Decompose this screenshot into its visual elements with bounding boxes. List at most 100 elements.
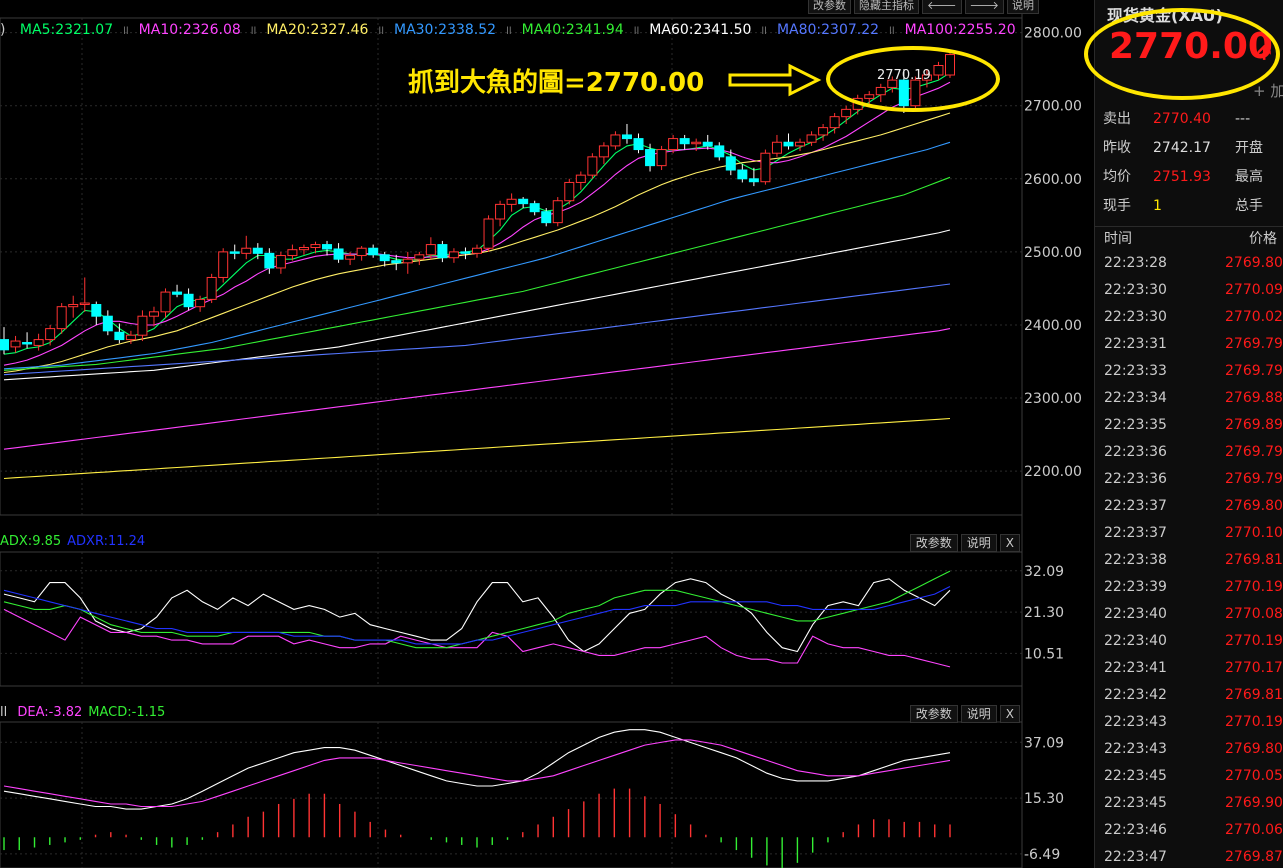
prev-button[interactable]: 🡐 <box>922 0 962 14</box>
candle-body <box>264 252 275 269</box>
tick-price: 2769.80 <box>1225 741 1283 757</box>
candle-body <box>298 246 309 251</box>
ma-legend-item: MA40:2341.94 <box>521 22 624 38</box>
tick-time: 22:23:37 <box>1104 498 1167 514</box>
add-watchlist-button[interactable]: + 加 <box>1253 82 1283 100</box>
tick-row: 22:23:40 2770.08 <box>1095 601 1283 628</box>
tick-time: 22:23:35 <box>1104 417 1167 433</box>
tick-price: 2769.87 <box>1225 849 1283 865</box>
candle-body <box>414 254 425 260</box>
ma-legend-item: MA30:2338.52 <box>393 22 497 38</box>
ticks-header: 时间 价格 <box>1095 226 1283 250</box>
candle-body <box>587 156 598 176</box>
macd-change-params-button[interactable]: 改参数 <box>909 705 958 723</box>
macd-close-button[interactable]: X <box>999 705 1020 723</box>
candle-body <box>275 255 286 269</box>
candle-body <box>552 200 563 224</box>
tick-row: 22:23:34 2769.88 <box>1095 385 1283 412</box>
quote-row: 均价 2751.93 最高 <box>1103 163 1283 191</box>
tick-price: 2769.90 <box>1225 795 1283 811</box>
ma-line-ma5 <box>3 72 951 355</box>
legend-marker: ll <box>250 26 257 37</box>
tick-time: 22:23:28 <box>1104 255 1167 271</box>
tick-price: 2769.79 <box>1225 336 1283 352</box>
next-button[interactable]: 🡒 <box>964 0 1004 14</box>
ma-legend-item: MA60:2341.50 <box>649 22 752 38</box>
tick-price: 2769.89 <box>1225 417 1283 433</box>
y-tick-label: 37.09 <box>1024 735 1064 751</box>
quote-label-2: 最高 <box>1235 169 1263 185</box>
main-toolbar: 改参数 隐藏主指标 🡐 🡒 说明 <box>808 0 1039 14</box>
candle-body <box>495 203 506 220</box>
tick-price: 2769.80 <box>1225 498 1283 514</box>
legend-marker: ll <box>633 26 640 37</box>
tick-time: 22:23:39 <box>1104 579 1167 595</box>
pointer-arrow-icon <box>728 63 822 97</box>
kline-chart-area[interactable]: 2800.00 2700.00 2600.00 2500.00 2400.00 2300.… <box>0 0 1094 868</box>
tick-time: 22:23:43 <box>1104 714 1167 730</box>
candle-body <box>45 328 56 341</box>
tick-time: 22:23:36 <box>1104 444 1167 460</box>
candle-body <box>679 138 690 145</box>
candle-body <box>402 258 413 264</box>
macd-help-button[interactable]: 说明 <box>960 705 997 723</box>
tick-row: 22:23:31 2769.79 <box>1095 331 1283 358</box>
adx-change-params-button[interactable]: 改参数 <box>909 534 958 552</box>
ticks-header-time: 时间 <box>1104 231 1132 247</box>
legend-bracket: ) <box>0 22 6 38</box>
quote-value: 1 <box>1153 198 1162 214</box>
tick-price: 2770.05 <box>1225 768 1283 784</box>
tick-row: 22:23:36 2769.79 <box>1095 466 1283 493</box>
quote-value: 2770.40 <box>1153 111 1211 127</box>
tick-row: 22:23:39 2770.19 <box>1095 574 1283 601</box>
ma-legend-item: MA20:2327.46 <box>266 22 369 38</box>
candle-body <box>195 298 206 308</box>
candle-body <box>575 174 586 183</box>
quote-label-2: 总手 <box>1235 198 1263 214</box>
candle-body <box>783 141 794 147</box>
quote-row: 昨收 2742.17 开盘 <box>1103 134 1283 162</box>
ticks-header-price: 价格 <box>1249 231 1277 247</box>
ma-legend-item: MA10:2326.08 <box>138 22 241 38</box>
annotation-text: 抓到大魚的圖=2770.00 <box>408 68 705 98</box>
legend-marker: ll <box>0 705 8 720</box>
candle-body <box>102 315 113 332</box>
candle-body <box>737 169 748 180</box>
tick-row: 22:23:37 2770.10 <box>1095 520 1283 547</box>
ma-legend-item: MA80:2307.22 <box>776 22 880 38</box>
candle-body <box>771 141 782 154</box>
candle-body <box>218 251 229 278</box>
tick-time: 22:23:45 <box>1104 795 1167 811</box>
tick-row: 22:23:45 2769.90 <box>1095 790 1283 817</box>
macd-legend-bar: ll DEA:-3.82 MACD:-1.15 改参数 说明 X <box>0 703 1024 723</box>
adx-help-button[interactable]: 说明 <box>960 534 997 552</box>
change-params-button[interactable]: 改参数 <box>808 0 851 14</box>
candle-body <box>56 306 67 330</box>
help-button[interactable]: 说明 <box>1007 0 1039 14</box>
ma-legend: ) MA5:2321.07 ll MA10:2326.08 ll MA20:2327.4… <box>0 18 1024 42</box>
ma-legend-item: MA100:2255.20 <box>904 22 1016 38</box>
candle-body <box>345 255 356 260</box>
ma-line-ma30 <box>3 141 951 370</box>
macd-legend-item: MACD:-1.15 <box>88 705 166 720</box>
tick-price: 2770.08 <box>1225 606 1283 622</box>
adx-close-button[interactable]: X <box>999 534 1020 552</box>
hide-main-indicator-button[interactable]: 隐藏主指标 <box>854 0 919 14</box>
tick-row: 22:23:45 2770.05 <box>1095 763 1283 790</box>
tick-row: 22:23:30 2770.09 <box>1095 277 1283 304</box>
quote-row: 卖出 2770.40 --- <box>1103 105 1283 133</box>
tick-time: 22:23:37 <box>1104 525 1167 541</box>
tick-time: 22:23:41 <box>1104 660 1167 676</box>
candle-body <box>668 138 679 151</box>
candle-body <box>322 244 333 250</box>
legend-marker: ll <box>889 26 895 37</box>
candle-body <box>137 315 148 336</box>
candle-body <box>172 291 183 295</box>
tick-time: 22:23:43 <box>1104 741 1167 757</box>
chart-canvas: 2800.00 2700.00 2600.00 2500.00 2400.00 2300.… <box>0 0 1082 868</box>
quote-value: 2751.93 <box>1153 169 1211 185</box>
candle-body <box>160 291 171 313</box>
tick-price: 2769.81 <box>1225 552 1283 568</box>
candle-body <box>518 198 529 205</box>
candle-body <box>125 334 136 341</box>
